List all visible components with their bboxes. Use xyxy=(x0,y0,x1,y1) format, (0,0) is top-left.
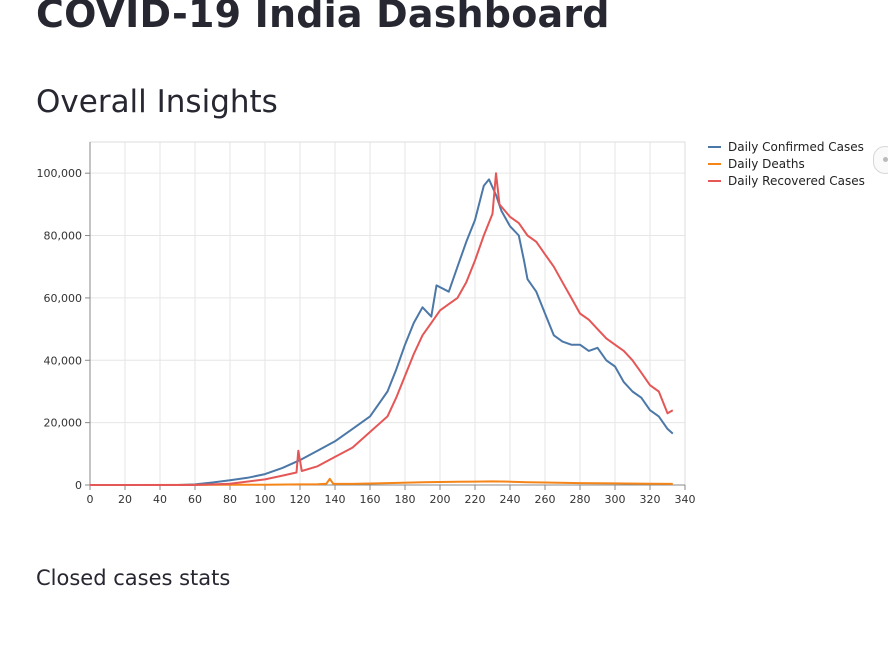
legend-label-daily-confirmed-cases: Daily Confirmed Cases xyxy=(728,140,864,154)
x-tick-label: 20 xyxy=(118,493,132,506)
dot-icon xyxy=(883,157,888,162)
x-tick-label: 180 xyxy=(395,493,416,506)
page-title: COVID-19 India Dashboard xyxy=(36,0,610,36)
y-tick-label: 0 xyxy=(75,479,82,492)
series-line-daily-recovered-cases xyxy=(90,172,674,486)
x-tick-label: 40 xyxy=(153,493,167,506)
line-chart[interactable]: 0 20 40 60 80 100 120 140 160 180 200 220 240 260 280 3… xyxy=(0,130,888,510)
series-line-daily-deaths xyxy=(89,477,673,486)
x-tick-label: 140 xyxy=(325,493,346,506)
legend-label-daily-deaths: Daily Deaths xyxy=(728,157,805,171)
x-tick-label: 220 xyxy=(465,493,486,506)
section-title-closed-cases: Closed cases stats xyxy=(36,566,231,590)
x-tick-label: 100 xyxy=(255,493,276,506)
x-tick-label: 80 xyxy=(223,493,237,506)
x-tick-label: 120 xyxy=(290,493,311,506)
y-tick-label: 60,000 xyxy=(44,292,83,305)
chart-menu-handle[interactable] xyxy=(873,146,888,174)
chart-svg: 0 20 40 60 80 100 120 140 160 180 200 220 240 260 280 3… xyxy=(37,140,865,506)
plot-frame xyxy=(89,141,686,486)
section-title-overall-insights: Overall Insights xyxy=(36,84,278,120)
series-line-daily-confirmed-cases xyxy=(90,178,674,486)
y-tick-label: 20,000 xyxy=(44,417,83,430)
x-tick-label: 340 xyxy=(675,493,696,506)
x-tick-label: 280 xyxy=(570,493,591,506)
y-tick-label: 100,000 xyxy=(37,167,83,180)
x-tick-label: 160 xyxy=(360,493,381,506)
x-tick-label: 0 xyxy=(87,493,94,506)
x-tick-label: 240 xyxy=(500,493,521,506)
x-tick-label: 200 xyxy=(430,493,451,506)
x-tick-label: 320 xyxy=(640,493,661,506)
x-tick-label: 260 xyxy=(535,493,556,506)
x-tick-label: 60 xyxy=(188,493,202,506)
y-tick-label: 40,000 xyxy=(44,354,83,367)
y-tick-label: 80,000 xyxy=(44,230,83,243)
x-tick-label: 300 xyxy=(605,493,626,506)
legend-label-daily-recovered-cases: Daily Recovered Cases xyxy=(728,174,865,188)
